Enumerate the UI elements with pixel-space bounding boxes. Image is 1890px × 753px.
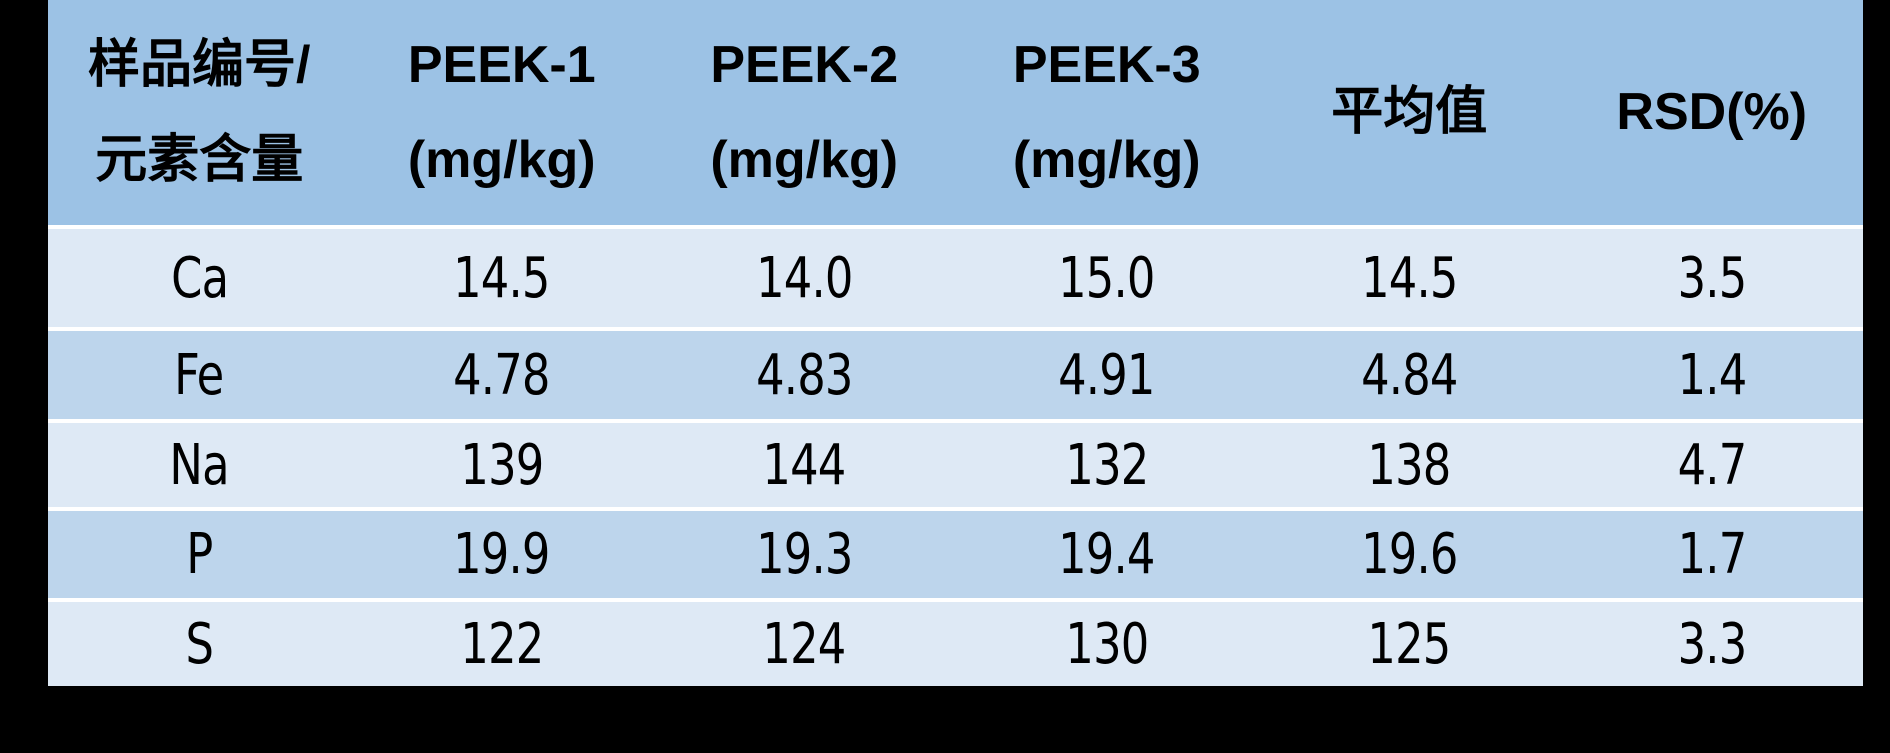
cell-peek1: 139	[460, 432, 544, 498]
header-label: 样品编号/	[88, 35, 311, 94]
cell-mean: 14.5	[1360, 245, 1458, 311]
cell-peek2: 4.83	[755, 342, 853, 408]
cell-rsd: 3.5	[1677, 245, 1747, 311]
header-label: RSD(%)	[1616, 83, 1808, 141]
header-label: PEEK-1	[407, 35, 596, 94]
cell-element: S	[185, 611, 214, 677]
cell-peek1: 19.9	[453, 522, 551, 587]
cell-peek3: 132	[1065, 432, 1149, 498]
header-cell-peek2: PEEK-2 (mg/kg)	[653, 0, 956, 225]
cell-mean: 19.6	[1360, 522, 1458, 587]
header-label: PEEK-3	[1012, 35, 1201, 94]
cell-peek1: 14.5	[453, 245, 551, 311]
cell-mean: 4.84	[1360, 342, 1458, 408]
cell-peek2: 144	[762, 432, 847, 498]
cell-element: P	[186, 522, 213, 587]
cell-rsd: 3.3	[1677, 611, 1747, 677]
cell-peek3: 15.0	[1058, 245, 1156, 311]
header-label: 平均值	[1331, 83, 1488, 141]
cell-rsd: 4.7	[1677, 432, 1747, 498]
cell-peek2: 124	[762, 611, 847, 677]
table-row-ca: Ca 14.5 14.0 15.0 14.5 3.5	[48, 229, 1863, 327]
cell-element: Na	[169, 432, 230, 498]
cell-element: Ca	[170, 245, 229, 311]
header-label: 元素含量	[95, 130, 304, 189]
table-row-s: S 122 124 130 125 3.3	[48, 602, 1863, 686]
cell-peek3: 4.91	[1058, 342, 1156, 408]
cell-peek2: 14.0	[755, 245, 853, 311]
cell-peek3: 130	[1065, 611, 1149, 677]
elements-content-table: 样品编号/ 元素含量 PEEK-1 (mg/kg) PEEK-2 (mg/kg)…	[48, 0, 1863, 686]
cell-rsd: 1.4	[1677, 342, 1747, 408]
cell-peek1: 122	[460, 611, 544, 677]
cell-peek2: 19.3	[755, 522, 853, 587]
table-header-row: 样品编号/ 元素含量 PEEK-1 (mg/kg) PEEK-2 (mg/kg)…	[48, 0, 1863, 225]
header-unit: (mg/kg)	[1012, 130, 1201, 189]
cell-mean: 138	[1367, 432, 1452, 498]
cell-rsd: 1.7	[1677, 522, 1747, 587]
header-label: PEEK-2	[710, 35, 899, 94]
header-cell-peek3: PEEK-3 (mg/kg)	[956, 0, 1259, 225]
header-unit: (mg/kg)	[710, 130, 899, 189]
cell-peek1: 4.78	[453, 342, 551, 408]
cell-element: Fe	[174, 342, 225, 408]
header-cell-rsd: RSD(%)	[1561, 0, 1864, 225]
header-cell-peek1: PEEK-1 (mg/kg)	[351, 0, 654, 225]
cell-mean: 125	[1367, 611, 1452, 677]
cell-peek3: 19.4	[1058, 522, 1156, 587]
header-cell-sample-id: 样品编号/ 元素含量	[48, 0, 351, 225]
table-row-fe: Fe 4.78 4.83 4.91 4.84 1.4	[48, 331, 1863, 419]
header-cell-mean: 平均值	[1258, 0, 1561, 225]
header-unit: (mg/kg)	[407, 130, 596, 189]
table-row-p: P 19.9 19.3 19.4 19.6 1.7	[48, 511, 1863, 598]
table-row-na: Na 139 144 132 138 4.7	[48, 423, 1863, 507]
